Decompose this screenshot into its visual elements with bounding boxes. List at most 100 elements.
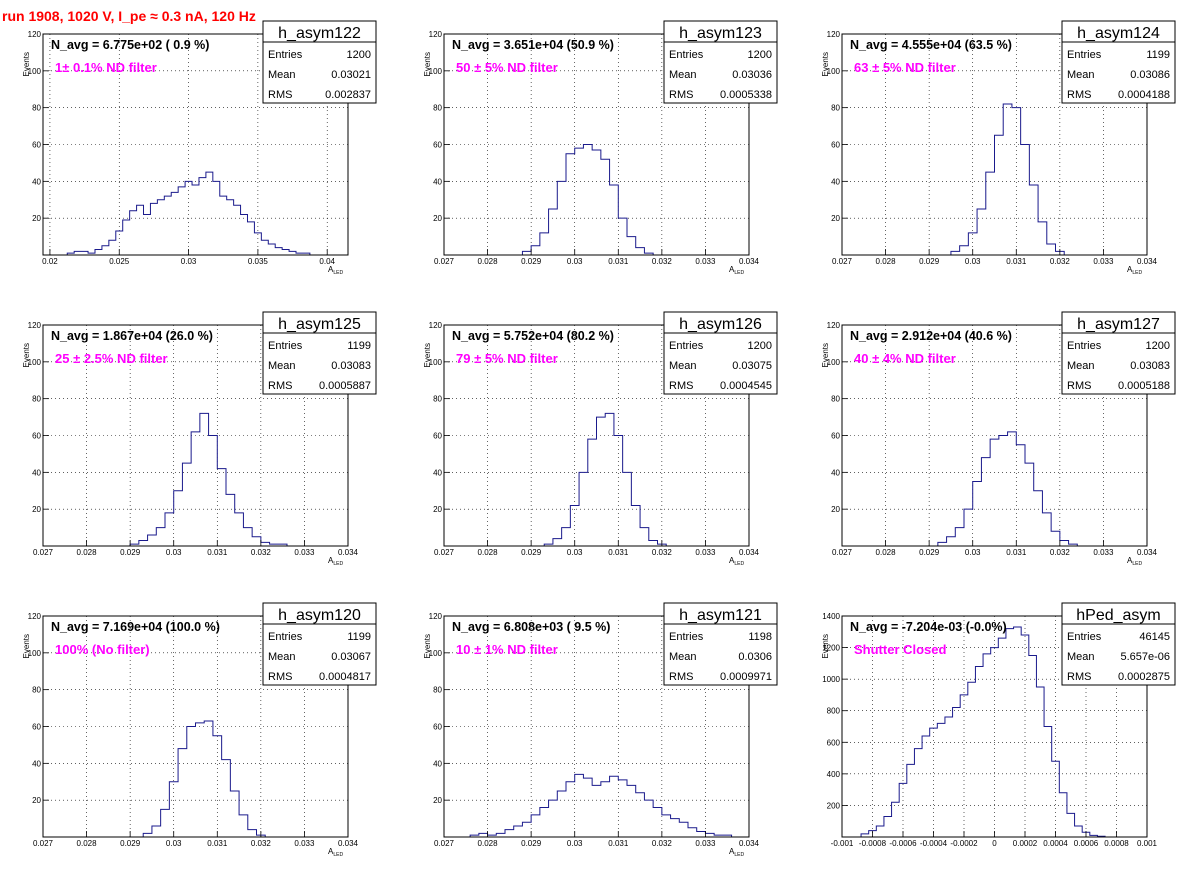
x-tick-label: 0.033	[695, 257, 716, 266]
x-tick-label: 0.027	[832, 548, 853, 557]
x-tick-label: 0.0002	[1013, 839, 1038, 848]
x-tick-label: 0.031	[608, 548, 629, 557]
stats-label: RMS	[1067, 380, 1091, 392]
x-axis-label-sub: LED	[333, 852, 343, 858]
x-axis-label: ALED	[328, 556, 343, 567]
x-tick-label: 0.03	[965, 257, 981, 266]
stats-label: Mean	[669, 69, 697, 81]
x-axis-label: ALED	[729, 265, 744, 276]
y-tick-label: 200	[827, 801, 841, 810]
y-tick-label: 120	[827, 321, 841, 330]
stats-label: Entries	[1067, 340, 1102, 352]
filter-label: 40 ± 4% ND filter	[854, 351, 956, 366]
x-tick-label: 0.034	[739, 257, 760, 266]
y-axis-label: Events	[22, 343, 31, 367]
y-tick-label: 800	[827, 707, 841, 716]
y-tick-label: 40	[32, 468, 41, 477]
y-tick-label: 80	[32, 104, 41, 113]
y-tick-label: 60	[831, 432, 840, 441]
stats-value: 1199	[1146, 49, 1170, 61]
x-tick-label: 0.032	[1050, 257, 1071, 266]
y-axis-label: Events	[821, 634, 830, 658]
stats-label: RMS	[1067, 671, 1091, 683]
stats-value: 1198	[748, 631, 772, 643]
filter-label: Shutter Closed	[854, 642, 947, 657]
x-tick-label: 0.029	[919, 548, 940, 557]
y-tick-label: 600	[827, 738, 841, 747]
y-axis-label: Events	[22, 52, 31, 76]
x-tick-label: 0.033	[695, 839, 716, 848]
y-axis-label: Events	[423, 52, 432, 76]
x-tick-label: 0.03	[567, 257, 583, 266]
stats-label: Entries	[669, 340, 704, 352]
navg-label: N_avg = 2.912e+04 (40.6 %)	[850, 329, 1012, 343]
filter-label: 63 ± 5% ND filter	[854, 60, 956, 75]
x-tick-label: 0.0008	[1104, 839, 1129, 848]
stats-value: 0.03036	[732, 69, 772, 81]
stats-label: Mean	[669, 360, 697, 372]
y-tick-label: 120	[429, 612, 443, 621]
navg-label: N_avg = 7.169e+04 (100.0 %)	[51, 620, 220, 634]
stats-value: 0.03067	[331, 651, 371, 663]
y-axis-label: Events	[22, 634, 31, 658]
stats-label: RMS	[1067, 89, 1091, 101]
histogram-name: h_asym123	[679, 25, 762, 42]
y-tick-label: 120	[429, 321, 443, 330]
x-tick-label: 0.032	[251, 839, 272, 848]
x-axis-label-sub: LED	[1132, 270, 1142, 276]
stats-label: RMS	[268, 380, 292, 392]
x-axis-label: ALED	[328, 265, 343, 276]
filter-label: 100% (No filter)	[55, 642, 150, 657]
stats-value: 1200	[748, 340, 772, 352]
x-tick-label: 0.028	[478, 839, 499, 848]
y-tick-label: 20	[433, 214, 442, 223]
stats-value: 1199	[347, 631, 371, 643]
filter-label: 10 ± 1% ND filter	[456, 642, 558, 657]
y-tick-label: 80	[32, 686, 41, 695]
histogram-series	[66, 171, 311, 255]
stats-value: 1200	[748, 49, 772, 61]
x-tick-label: 0.032	[652, 548, 673, 557]
y-tick-label: 100	[827, 67, 841, 76]
y-tick-label: 20	[831, 214, 840, 223]
y-axis-label: Events	[821, 52, 830, 76]
x-tick-label: 0.034	[338, 839, 359, 848]
y-tick-label: 80	[433, 395, 442, 404]
stats-value: 0.03083	[331, 360, 371, 372]
histogram-series	[860, 626, 1106, 837]
stats-label: Entries	[1067, 631, 1102, 643]
x-tick-label: -0.0006	[889, 839, 917, 848]
y-tick-label: 1200	[822, 644, 840, 653]
histogram-series	[950, 103, 1065, 255]
x-tick-label: 0.03	[166, 839, 182, 848]
stats-label: Entries	[669, 49, 704, 61]
y-tick-label: 60	[32, 432, 41, 441]
y-tick-label: 80	[831, 104, 840, 113]
histogram-name: h_asym121	[679, 607, 762, 624]
y-tick-label: 20	[32, 214, 41, 223]
x-axis-label-sub: LED	[734, 852, 744, 858]
histogram-panel: 0.027 0.028 0.029 0.03 0.031 0.032 0.033 0.034 2…	[423, 602, 778, 858]
stats-label: Mean	[268, 69, 296, 81]
navg-label: N_avg = 3.651e+04 (50.9 %)	[452, 38, 614, 52]
x-axis-label: ALED	[729, 847, 744, 858]
x-axis-label: ALED	[1127, 556, 1142, 567]
stats-label: RMS	[268, 89, 292, 101]
y-tick-label: 100	[429, 67, 443, 76]
stats-label: RMS	[669, 671, 693, 683]
y-tick-label: 100	[827, 358, 841, 367]
x-tick-label: 0.029	[521, 257, 542, 266]
x-tick-label: 0.033	[294, 839, 315, 848]
filter-label: 25 ± 2.5% ND filter	[55, 351, 168, 366]
y-tick-label: 120	[28, 321, 42, 330]
x-tick-label: 0.032	[652, 839, 673, 848]
histogram-series	[142, 720, 266, 837]
y-tick-label: 20	[831, 505, 840, 514]
stats-value: 5.657e-06	[1120, 651, 1170, 663]
stats-label: Entries	[1067, 49, 1102, 61]
stats-value: 0.002837	[325, 89, 371, 101]
y-tick-label: 20	[433, 505, 442, 514]
stats-value: 0.0004817	[319, 671, 371, 683]
y-tick-label: 100	[28, 67, 42, 76]
filter-label: 1± 0.1% ND filter	[55, 60, 157, 75]
